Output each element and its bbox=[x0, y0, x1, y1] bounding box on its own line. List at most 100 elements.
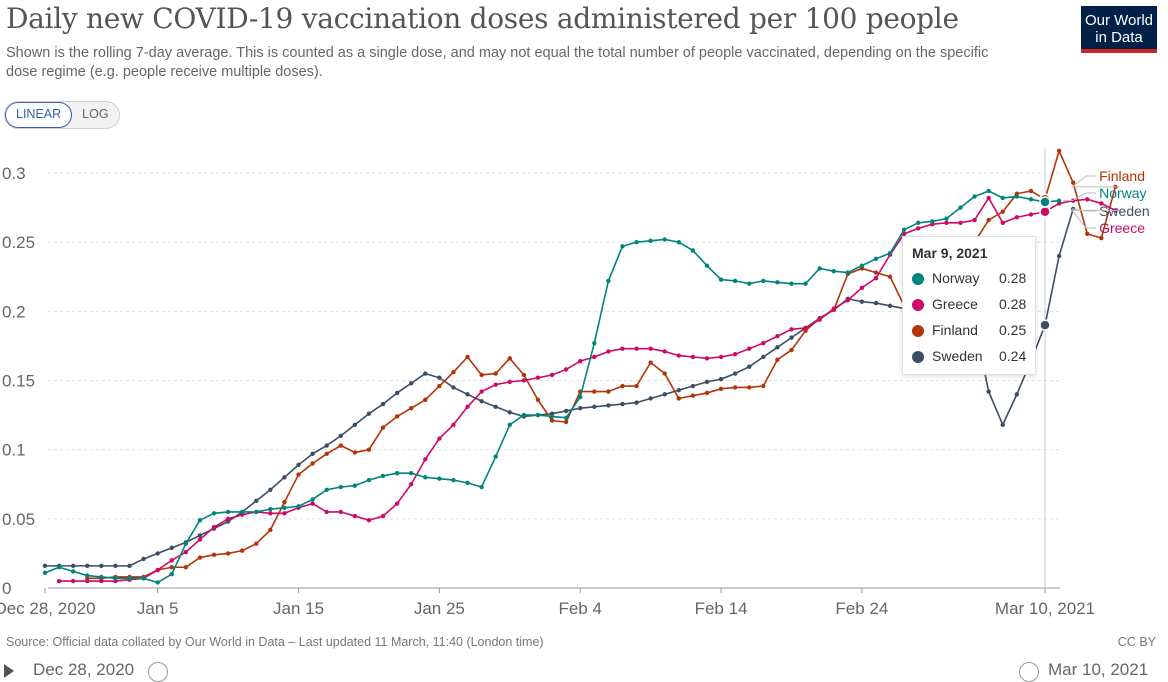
data-point bbox=[859, 299, 865, 304]
data-point bbox=[535, 412, 541, 418]
data-point bbox=[676, 353, 682, 358]
tooltip-value: 0.28 bbox=[999, 270, 1027, 286]
data-point bbox=[507, 356, 512, 361]
data-point bbox=[803, 325, 808, 331]
data-point bbox=[225, 516, 231, 522]
license-link[interactable]: CC BY bbox=[1117, 635, 1156, 649]
data-point bbox=[592, 389, 597, 394]
chart-title: Daily new COVID-19 vaccination doses adm… bbox=[6, 2, 959, 35]
data-point bbox=[437, 375, 442, 380]
logo-line-1: Our World bbox=[1084, 12, 1154, 29]
y-tick-label: 0.1 bbox=[2, 441, 26, 460]
play-icon[interactable] bbox=[4, 664, 14, 678]
hover-tooltip: Mar 9, 2021 Norway 0.28 Greece 0.28 Finl… bbox=[902, 236, 1036, 375]
y-axis: 0 0.05 0.1 0.15 0.2 0.25 0.3 bbox=[2, 164, 35, 598]
data-point bbox=[99, 574, 104, 580]
series-line-greece bbox=[59, 197, 1116, 582]
data-point bbox=[282, 500, 287, 505]
data-point bbox=[85, 578, 90, 584]
tooltip-name: Greece bbox=[932, 296, 978, 312]
data-point bbox=[648, 238, 653, 243]
tooltip-name: Norway bbox=[932, 270, 980, 286]
data-point bbox=[986, 188, 991, 194]
data-point bbox=[310, 501, 315, 506]
data-point bbox=[521, 378, 527, 383]
data-point bbox=[338, 509, 343, 515]
data-point bbox=[1099, 201, 1104, 206]
data-point bbox=[183, 565, 189, 570]
y-tick-label: 0.15 bbox=[2, 372, 35, 391]
data-point bbox=[761, 383, 766, 389]
data-point bbox=[972, 194, 977, 199]
y-tick-label: 0.3 bbox=[2, 164, 26, 183]
data-point bbox=[380, 425, 386, 430]
data-point bbox=[451, 385, 456, 390]
data-point bbox=[972, 217, 977, 223]
data-point bbox=[549, 418, 555, 423]
data-point bbox=[352, 450, 358, 455]
data-point bbox=[704, 379, 710, 385]
tooltip-dot-sweden bbox=[912, 351, 924, 363]
data-point bbox=[1085, 197, 1090, 202]
data-point bbox=[56, 578, 62, 584]
data-point bbox=[592, 340, 597, 346]
line-chart[interactable]: 0 0.05 0.1 0.15 0.2 0.25 0.3 Dec 28, 2020 Jan 5… bbox=[0, 140, 1168, 620]
data-point bbox=[380, 401, 386, 407]
data-point bbox=[732, 385, 738, 390]
data-point bbox=[394, 470, 400, 476]
timeline-end-handle[interactable] bbox=[1019, 662, 1039, 682]
data-point bbox=[324, 487, 329, 492]
timeline-start-label: Dec 28, 2020 bbox=[33, 660, 135, 679]
linear-scale-button[interactable]: LINEAR bbox=[5, 102, 73, 128]
data-point bbox=[141, 556, 146, 562]
data-point bbox=[1099, 235, 1104, 241]
data-point bbox=[916, 220, 921, 225]
data-point bbox=[493, 382, 498, 387]
data-point bbox=[958, 220, 963, 225]
data-point bbox=[690, 383, 696, 389]
data-point bbox=[465, 392, 470, 397]
data-point bbox=[380, 513, 386, 519]
data-point bbox=[465, 404, 470, 409]
x-tick-label: Jan 5 bbox=[137, 599, 179, 618]
end-label-norway: Norway bbox=[1099, 185, 1146, 201]
data-point bbox=[789, 327, 794, 332]
data-point bbox=[465, 354, 470, 360]
data-point bbox=[380, 473, 386, 479]
data-point bbox=[338, 484, 343, 490]
data-point bbox=[578, 358, 583, 364]
data-point bbox=[1085, 231, 1090, 237]
data-point bbox=[282, 505, 287, 510]
y-tick-label: 0.25 bbox=[2, 233, 35, 252]
tooltip-dot-norway bbox=[912, 273, 924, 285]
data-point bbox=[197, 533, 203, 538]
end-label-finland: Finland bbox=[1099, 168, 1145, 184]
timeline-start-handle[interactable] bbox=[148, 662, 168, 682]
data-point bbox=[718, 386, 724, 391]
data-point bbox=[901, 227, 907, 232]
x-tick-label: Jan 25 bbox=[414, 599, 465, 618]
owid-logo[interactable]: Our World in Data bbox=[1081, 6, 1157, 53]
data-point bbox=[732, 278, 738, 284]
data-point bbox=[211, 511, 217, 516]
data-point bbox=[268, 511, 273, 516]
data-point bbox=[634, 239, 639, 245]
data-point bbox=[479, 484, 484, 490]
tooltip-value: 0.28 bbox=[999, 296, 1027, 312]
timeline-end-label: Mar 10, 2021 bbox=[1048, 660, 1149, 679]
data-point bbox=[718, 354, 724, 360]
data-point bbox=[845, 270, 851, 275]
data-point bbox=[394, 414, 400, 419]
data-point bbox=[85, 573, 90, 578]
log-scale-button[interactable]: LOG bbox=[82, 107, 109, 121]
data-point bbox=[732, 371, 738, 376]
series-norway bbox=[42, 188, 1062, 585]
data-point bbox=[99, 578, 104, 584]
data-point bbox=[789, 281, 794, 286]
y-tick-label: 0 bbox=[2, 579, 11, 598]
data-point bbox=[986, 389, 991, 394]
data-point bbox=[310, 461, 315, 466]
data-point bbox=[831, 306, 836, 311]
data-point bbox=[493, 454, 498, 459]
